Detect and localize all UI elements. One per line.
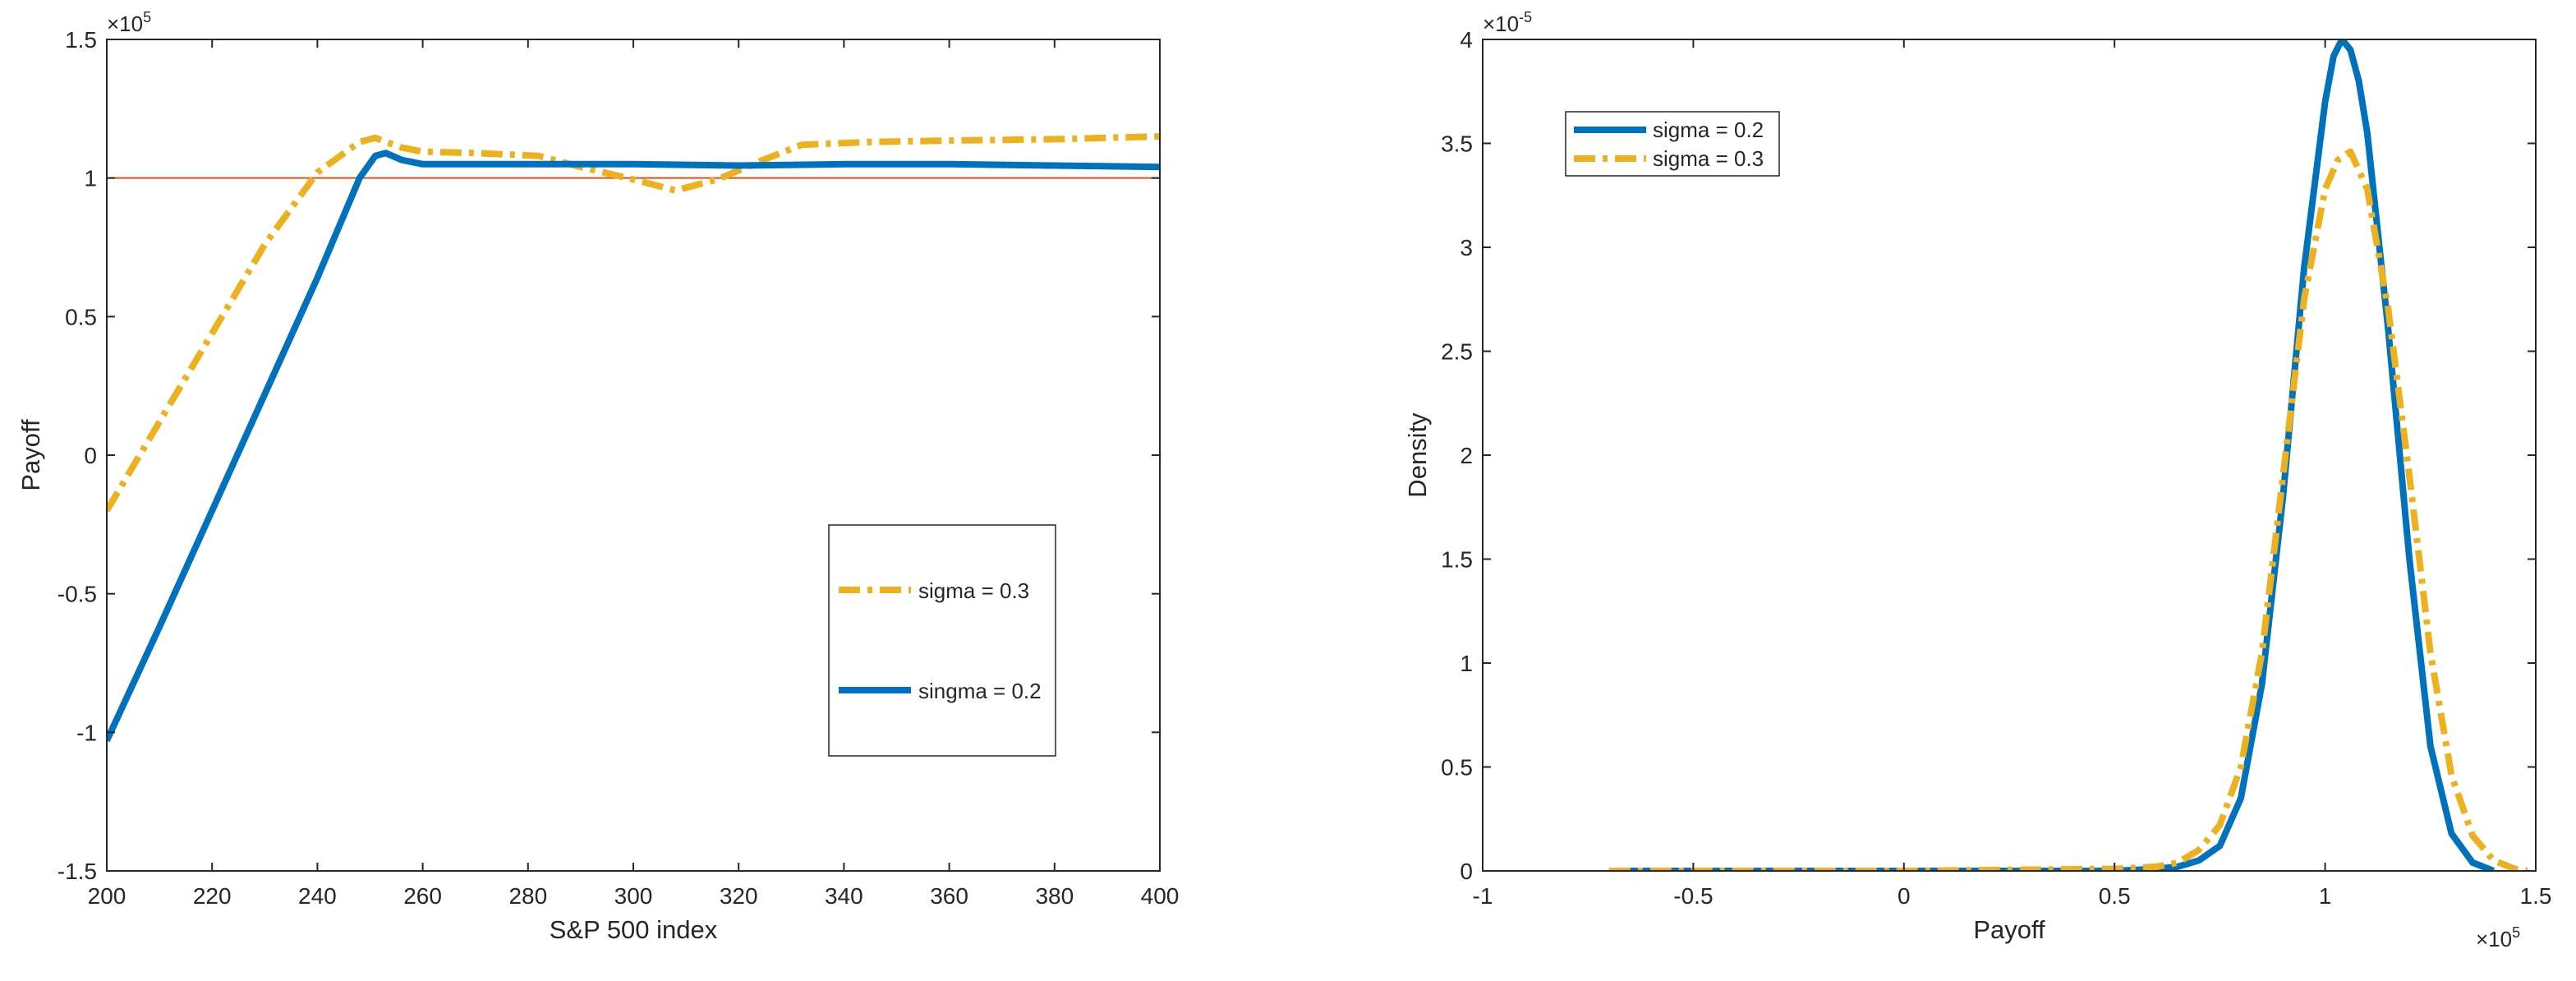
series-line-singma-0-2 bbox=[107, 150, 1160, 743]
y-tick-label: 1 bbox=[84, 166, 97, 191]
legend: sigma = 0.2 sigma = 0.3 bbox=[1565, 111, 1780, 177]
y-tick-label: 3.5 bbox=[1441, 131, 1473, 157]
payoff-vs-index-chart: 200 220 240 260 280 300 320 340 360 380 400 -1.5-1… bbox=[16, 9, 1179, 944]
x-tick-label: 300 bbox=[614, 883, 653, 909]
series-layer bbox=[107, 133, 1160, 743]
x-tick-labels: -1 -0.5 0 0.5 1 1.5 bbox=[1473, 883, 2552, 909]
y-tick-label: 1.5 bbox=[65, 27, 97, 53]
series-line-sigma-0-2 bbox=[1608, 39, 2496, 871]
series-layer bbox=[1608, 39, 2528, 871]
y-tick-label: 2.5 bbox=[1441, 339, 1473, 365]
x-tick-label: 0.5 bbox=[2099, 883, 2131, 909]
x-tick-label: 1.5 bbox=[2520, 883, 2552, 909]
y-tick-label: 2 bbox=[1460, 443, 1473, 468]
tick-marks bbox=[1482, 39, 2537, 872]
x-tick-label: -1 bbox=[1473, 883, 1493, 909]
x-tick-label: 240 bbox=[298, 883, 337, 909]
x-axis-label: Payoff bbox=[1973, 915, 2045, 944]
x-tick-label: 260 bbox=[403, 883, 442, 909]
x-tick-label: -0.5 bbox=[1673, 883, 1713, 909]
x-tick-label: 360 bbox=[930, 883, 968, 909]
x-exponent-label: ×105 bbox=[2476, 924, 2520, 951]
x-tick-label: 400 bbox=[1141, 883, 1180, 909]
y-tick-label: 0 bbox=[1460, 859, 1473, 884]
x-tick-label: 380 bbox=[1035, 883, 1074, 909]
x-tick-label: 340 bbox=[825, 883, 863, 909]
legend-label-sigma-0-3: sigma = 0.3 bbox=[1653, 146, 1764, 171]
y-tick-label: -1.5 bbox=[58, 859, 97, 884]
y-tick-labels: 0 0.5 1 1.5 2 2.5 3 3.5 4 bbox=[1441, 27, 1473, 884]
y-tick-label: 3 bbox=[1460, 235, 1473, 260]
x-tick-label: 280 bbox=[508, 883, 547, 909]
y-tick-label: 1.5 bbox=[1441, 547, 1473, 573]
x-tick-label: 0 bbox=[1898, 883, 1911, 909]
x-tick-label: 220 bbox=[193, 883, 232, 909]
y-tick-label: 0.5 bbox=[65, 304, 97, 329]
legend-box bbox=[828, 524, 1056, 757]
legend-label-sigma-0-3: sigma = 0.3 bbox=[918, 578, 1029, 603]
y-tick-label: -0.5 bbox=[58, 582, 97, 607]
legend: sigma = 0.3 singma = 0.2 bbox=[828, 524, 1056, 757]
y-axis-label: Payoff bbox=[16, 419, 45, 491]
y-tick-label: 1 bbox=[1460, 651, 1473, 676]
x-axis-label: S&P 500 index bbox=[550, 915, 718, 944]
x-tick-labels: 200 220 240 260 280 300 320 340 360 380 400 bbox=[88, 883, 1180, 909]
legend-label-sigma-0-2: sigma = 0.2 bbox=[1653, 117, 1764, 142]
legend-box bbox=[1565, 111, 1780, 177]
x-tick-label: 1 bbox=[2319, 883, 2332, 909]
y-tick-label: 4 bbox=[1460, 27, 1473, 53]
tick-marks bbox=[106, 39, 1161, 872]
y-tick-label: 0 bbox=[84, 443, 97, 468]
y-axis-label: Density bbox=[1403, 412, 1432, 498]
series-line-sigma-0-3 bbox=[1608, 148, 2528, 871]
y-tick-label: 0.5 bbox=[1441, 755, 1473, 781]
legend-label-singma-0-2: singma = 0.2 bbox=[918, 679, 1042, 703]
y-tick-label: -1 bbox=[76, 720, 97, 745]
x-tick-label: 320 bbox=[720, 883, 758, 909]
y-exponent-label: ×105 bbox=[107, 9, 151, 36]
x-tick-label: 200 bbox=[88, 883, 126, 909]
y-exponent-label: ×10-5 bbox=[1483, 9, 1532, 36]
density-vs-payoff-chart: -1 -0.5 0 0.5 1 1.5 00.511.522.533.54 Payoff … bbox=[1403, 9, 2551, 951]
y-tick-labels: -1.5 -1 -0.5 0 0.5 1 1.5 bbox=[58, 27, 97, 884]
